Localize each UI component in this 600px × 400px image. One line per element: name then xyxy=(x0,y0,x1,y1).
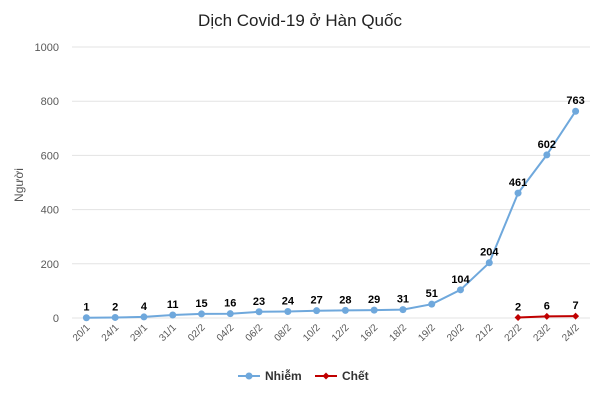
x-tick-label: 21/2 xyxy=(474,322,496,344)
data-point xyxy=(572,107,580,115)
data-point xyxy=(198,310,205,318)
x-tick-label: 16/2 xyxy=(359,322,381,344)
legend-marker xyxy=(322,372,330,380)
series-1 xyxy=(514,312,580,321)
data-point xyxy=(341,306,349,314)
data-label: 28 xyxy=(339,294,351,306)
x-tick-label: 18/2 xyxy=(388,322,410,344)
legend-marker xyxy=(245,372,253,380)
data-point xyxy=(514,313,522,321)
data-point xyxy=(485,259,493,267)
data-point xyxy=(313,307,321,315)
data-label: 24 xyxy=(282,295,295,307)
y-axis-label: Người xyxy=(12,168,26,202)
data-label: 51 xyxy=(426,288,438,300)
legend-item-1: Chết xyxy=(315,369,369,383)
data-label: 104 xyxy=(451,274,470,286)
data-label: 29 xyxy=(368,294,380,306)
series-line xyxy=(86,110,577,319)
data-point xyxy=(111,313,119,321)
data-point xyxy=(140,313,148,321)
data-label: 602 xyxy=(538,139,556,151)
x-tick-label: 24/2 xyxy=(560,322,582,344)
x-axis-ticks: 20/1 24/1 29/1 31/1 02/2 04/2 06/2 08/2 10/2 12/2… xyxy=(71,322,582,344)
data-point xyxy=(514,189,522,197)
x-tick-label: 02/2 xyxy=(186,322,208,344)
x-tick-label: 20/1 xyxy=(71,322,93,344)
x-tick-label: 10/2 xyxy=(301,322,323,344)
data-point xyxy=(572,312,580,320)
data-label: 763 xyxy=(566,95,584,107)
data-point xyxy=(543,312,551,320)
y-tick-label: 200 xyxy=(41,259,59,271)
x-tick-label: 23/2 xyxy=(531,322,553,344)
legend-label: Nhiễm xyxy=(265,368,302,383)
x-tick-label: 04/2 xyxy=(215,322,237,344)
data-point xyxy=(169,311,177,319)
data-label: 27 xyxy=(310,295,322,307)
chart-title: Dịch Covid-19 ở Hàn Quốc xyxy=(198,11,402,30)
data-label: 461 xyxy=(509,177,527,189)
legend: Nhiễm Chết xyxy=(238,368,369,383)
x-tick-label: 06/2 xyxy=(244,322,266,344)
y-axis-ticks: 0 200 400 600 800 1000 xyxy=(35,42,59,325)
y-tick-label: 1000 xyxy=(35,42,59,54)
data-point xyxy=(284,307,292,315)
data-label: 15 xyxy=(195,298,207,310)
data-point xyxy=(82,314,90,322)
y-tick-label: 0 xyxy=(53,313,59,325)
data-point xyxy=(543,151,551,159)
x-tick-label: 19/2 xyxy=(416,322,438,344)
legend-item-0: Nhiễm xyxy=(238,368,302,383)
data-label: 1 xyxy=(83,302,89,314)
x-tick-label: 08/2 xyxy=(272,322,294,344)
y-tick-label: 800 xyxy=(41,96,59,108)
data-point xyxy=(255,308,263,316)
data-label: 2 xyxy=(112,301,118,313)
data-label: 204 xyxy=(480,247,499,259)
x-tick-label: 22/2 xyxy=(503,322,525,344)
y-tick-label: 400 xyxy=(41,205,59,217)
data-point xyxy=(399,306,407,314)
data-label: 31 xyxy=(397,294,409,306)
data-point xyxy=(457,286,464,294)
data-label: 16 xyxy=(224,298,236,310)
data-label: 6 xyxy=(544,300,550,312)
data-point xyxy=(428,300,436,308)
gridlines xyxy=(72,46,590,319)
data-point xyxy=(370,306,378,314)
data-label: 23 xyxy=(253,296,265,308)
data-point xyxy=(226,310,234,318)
x-tick-label: 24/1 xyxy=(100,322,122,344)
series-0 xyxy=(82,107,580,322)
x-tick-label: 29/1 xyxy=(129,322,151,344)
legend-label: Chết xyxy=(342,369,369,383)
data-label: 7 xyxy=(573,300,579,312)
y-tick-label: 600 xyxy=(41,150,59,162)
series-group xyxy=(82,107,580,322)
data-label: 2 xyxy=(515,301,521,313)
data-label: 11 xyxy=(167,299,179,311)
data-label: 4 xyxy=(141,301,148,313)
x-tick-label: 12/2 xyxy=(330,322,352,344)
x-tick-label: 31/1 xyxy=(157,322,179,344)
x-tick-label: 20/2 xyxy=(445,322,467,344)
